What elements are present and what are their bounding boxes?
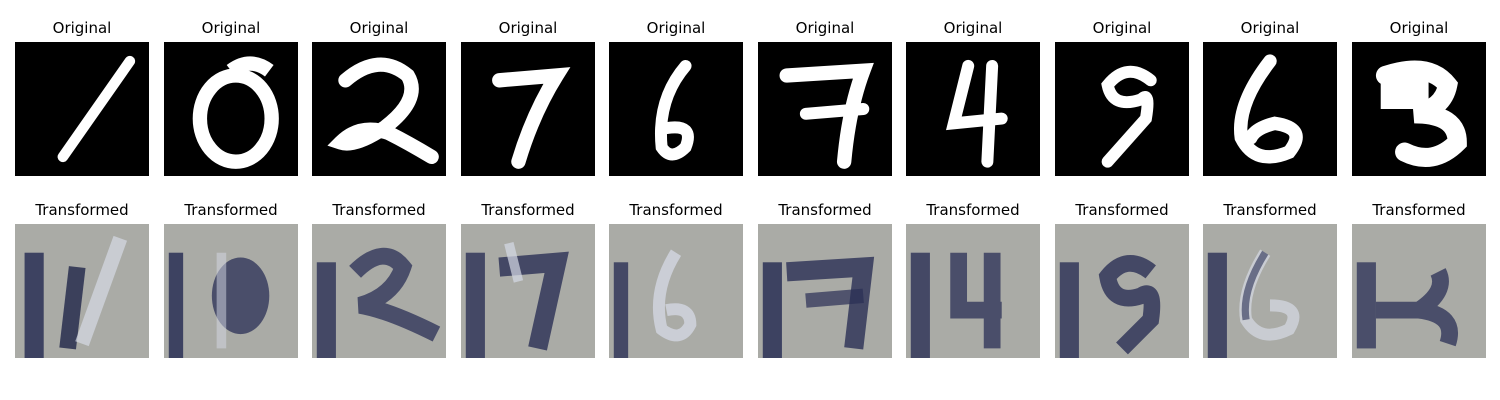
original-image [1055, 42, 1189, 176]
transformed-image [15, 224, 149, 358]
transformed-image [1203, 224, 1337, 358]
panel-title: Original [1389, 19, 1449, 37]
panel-title: Original [201, 19, 261, 37]
transformed-image [312, 224, 446, 358]
panel-title: Original [349, 19, 409, 37]
panel-title: Original [795, 19, 855, 37]
original-image [758, 42, 892, 176]
original-image [609, 42, 743, 176]
panel-title: Original [52, 19, 112, 37]
original-image [1203, 42, 1337, 176]
panel-title: Transformed [481, 201, 575, 219]
panel-title: Original [646, 19, 706, 37]
original-image [461, 42, 595, 176]
transformed-image [1055, 224, 1189, 358]
panel-title: Original [1092, 19, 1152, 37]
transformed-image [1352, 224, 1486, 358]
original-image [906, 42, 1040, 176]
panel-title: Transformed [926, 201, 1020, 219]
panel-title: Transformed [35, 201, 129, 219]
panel-title: Transformed [1075, 201, 1169, 219]
original-image [1352, 42, 1486, 176]
panel-title: Transformed [629, 201, 723, 219]
panel-title: Transformed [1223, 201, 1317, 219]
panel-title: Transformed [184, 201, 278, 219]
panel-title: Transformed [332, 201, 426, 219]
original-image [164, 42, 298, 176]
transformed-image [609, 224, 743, 358]
original-image [312, 42, 446, 176]
transformed-image [164, 224, 298, 358]
panel-title: Original [943, 19, 1003, 37]
transformed-image [906, 224, 1040, 358]
panel-title: Transformed [778, 201, 872, 219]
panel-title: Original [1240, 19, 1300, 37]
transformed-image [461, 224, 595, 358]
panel-title: Transformed [1372, 201, 1466, 219]
panel-title: Original [498, 19, 558, 37]
transformed-image [758, 224, 892, 358]
original-image [15, 42, 149, 176]
